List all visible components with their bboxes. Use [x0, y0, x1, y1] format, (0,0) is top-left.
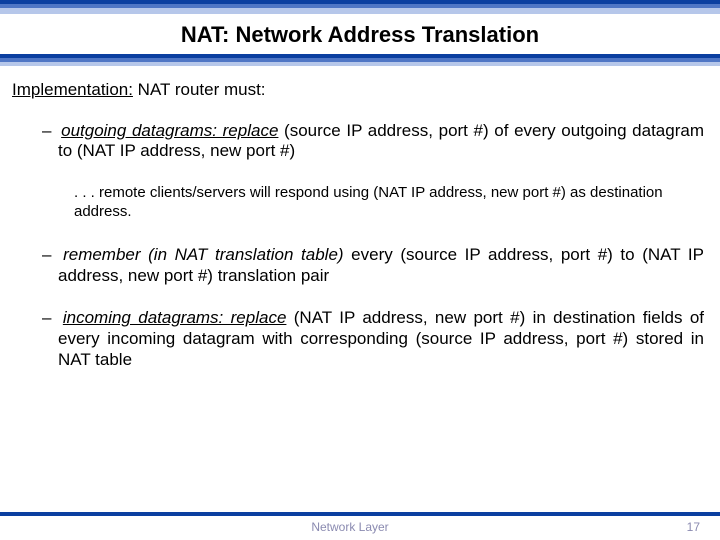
bullet-em: remember (in NAT translation table) [63, 245, 351, 264]
bullet-dash: – [42, 308, 55, 327]
title-bar: NAT: Network Address Translation [0, 0, 720, 66]
bullet-dash: – [42, 245, 55, 264]
intro-line: Implementation: NAT router must: [12, 80, 704, 101]
bullet-incoming: – incoming datagrams: replace (NAT IP ad… [42, 308, 704, 370]
title-underline [0, 54, 720, 66]
bullet-dash: – [42, 121, 55, 140]
page-number: 17 [660, 520, 700, 534]
bullet-em-u: outgoing datagrams: replace [61, 121, 278, 140]
slide-footer: Network Layer 17 [0, 512, 720, 540]
top-stripe [0, 0, 720, 14]
slide-title: NAT: Network Address Translation [0, 14, 720, 54]
bullet-outgoing: – outgoing datagrams: replace (source IP… [42, 121, 704, 162]
bullet-remember: – remember (in NAT translation table) ev… [42, 245, 704, 286]
intro-underlined: Implementation: [12, 80, 133, 99]
footer-row: Network Layer 17 [0, 516, 720, 540]
intro-rest: NAT router must: [133, 80, 266, 99]
sub-note: . . . remote clients/servers will respon… [74, 184, 704, 221]
slide-body: Implementation: NAT router must: – outgo… [0, 66, 720, 540]
bullet-em-u: incoming datagrams: replace [63, 308, 287, 327]
footer-center-text: Network Layer [40, 520, 660, 534]
slide: NAT: Network Address Translation Impleme… [0, 0, 720, 540]
